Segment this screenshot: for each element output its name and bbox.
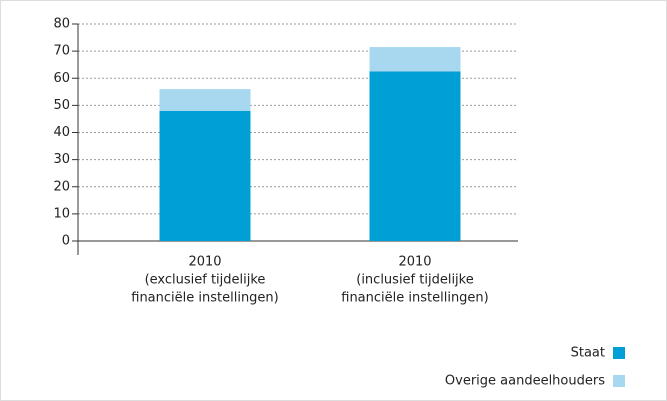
legend-swatch	[613, 375, 625, 387]
bar-segment	[369, 71, 461, 241]
bar-segment	[159, 110, 251, 241]
x-tick-label: (inclusief tijdelijke	[356, 273, 473, 288]
y-tick-label: 70	[53, 44, 70, 59]
x-tick-label: financiële instellingen)	[341, 291, 489, 306]
y-tick-label: 10	[53, 206, 70, 221]
y-tick-label: 50	[53, 98, 70, 113]
bar-segment	[159, 89, 251, 111]
y-tick-label: 0	[62, 234, 70, 249]
bar-segment	[369, 47, 461, 72]
y-tick-label: 80	[53, 17, 70, 32]
x-tick-label: 2010	[188, 255, 221, 270]
x-tick-label: (exclusief tijdelijke	[145, 273, 266, 288]
x-tick-label: 2010	[398, 255, 431, 270]
legend-label: Overige aandeelhouders	[445, 374, 605, 389]
y-tick-label: 40	[53, 125, 70, 140]
y-tick-label: 60	[53, 71, 70, 86]
x-tick-label: financiële instellingen)	[131, 291, 279, 306]
legend-label: Staat	[571, 346, 605, 361]
y-tick-label: 20	[53, 179, 70, 194]
legend-swatch	[613, 347, 625, 359]
y-tick-label: 30	[53, 152, 70, 167]
